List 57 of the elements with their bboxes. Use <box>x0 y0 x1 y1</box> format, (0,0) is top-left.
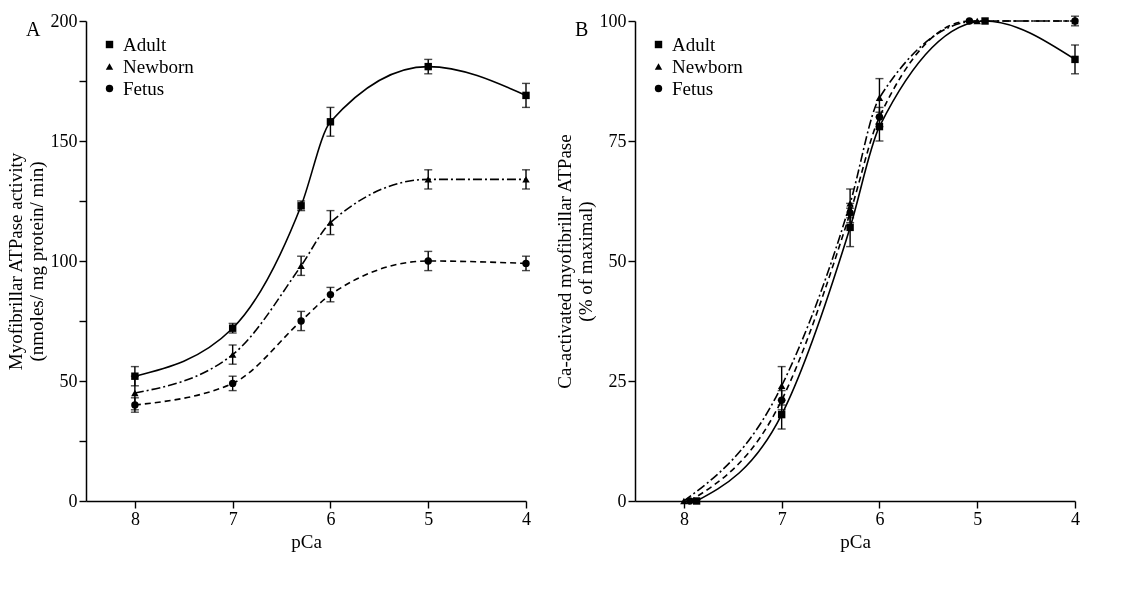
y-axis-title: Myofibrillar ATPase activity (nmoles/ mg protein/ min) <box>4 152 48 371</box>
point <box>522 259 530 268</box>
x-tick-label: 5 <box>424 508 434 529</box>
y-tick-label: 100 <box>599 10 627 31</box>
chart-title: B <box>575 18 589 40</box>
chart-title: A <box>26 18 41 40</box>
x-tick-label: 4 <box>522 508 531 529</box>
point <box>846 209 854 217</box>
point <box>326 290 335 299</box>
point <box>981 17 989 25</box>
y-axis-title: Ca-activated myofibrillar ATPase (% of maximal) <box>553 134 597 389</box>
y-tick-label: 50 <box>59 370 78 391</box>
x-tick-label: 6 <box>326 508 336 529</box>
point <box>692 497 701 505</box>
y-tick-label: 75 <box>608 130 627 151</box>
point <box>522 176 530 183</box>
point <box>131 389 139 397</box>
x-tick-label: 6 <box>875 508 885 529</box>
legend-label: Newborn <box>123 55 195 77</box>
y-tick-label: 200 <box>50 10 78 31</box>
point <box>228 351 237 358</box>
point <box>326 219 335 226</box>
point <box>846 223 854 232</box>
point <box>131 401 139 409</box>
point <box>424 176 432 183</box>
y-tick-label: 150 <box>50 130 78 151</box>
legend-label: Fetus <box>123 77 165 99</box>
x-tick-label: 7 <box>777 508 787 529</box>
legend-label: Adult <box>123 33 167 55</box>
point <box>326 118 335 126</box>
point <box>297 317 305 325</box>
point <box>686 497 694 505</box>
x-axis-title: pCa <box>291 530 323 552</box>
point <box>228 379 237 388</box>
x-tick-label: 4 <box>1071 508 1080 529</box>
point <box>875 94 884 102</box>
legend-label: Newborn <box>672 55 744 77</box>
point <box>777 382 786 390</box>
point <box>973 17 981 25</box>
legend-label: Fetus <box>672 77 714 99</box>
x-tick-label: 5 <box>973 508 983 529</box>
point <box>522 91 530 100</box>
y-tick-label: 100 <box>50 250 78 271</box>
y-tick-label: 0 <box>68 490 78 511</box>
point <box>1071 55 1079 64</box>
point <box>424 257 432 265</box>
point <box>680 497 688 505</box>
y-tick-label: 25 <box>608 370 627 391</box>
y-tick-label: 50 <box>608 250 627 271</box>
point <box>297 262 305 270</box>
x-tick-label: 8 <box>679 508 689 529</box>
legend-label: Adult <box>672 33 716 55</box>
y-tick-label: 0 <box>617 490 627 511</box>
x-tick-label: 7 <box>228 508 238 529</box>
x-tick-label: 8 <box>130 508 140 529</box>
point <box>965 17 974 25</box>
x-axis-title: pCa <box>840 530 872 552</box>
